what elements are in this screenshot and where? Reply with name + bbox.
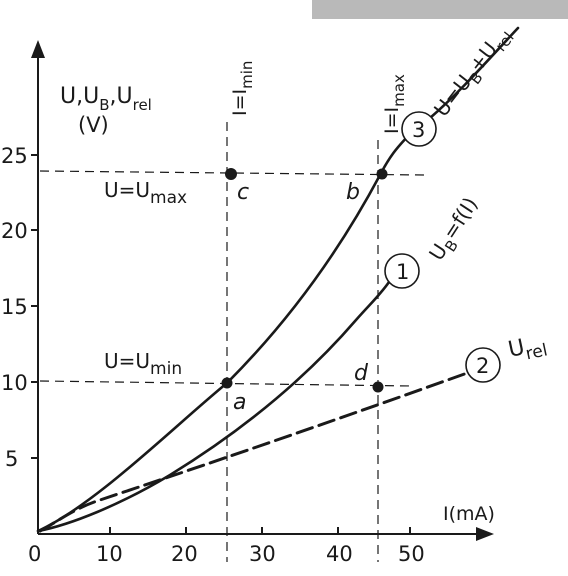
y-tick-label-20: 20 [1,219,28,243]
header-bar [312,0,568,19]
point-c-label: c [237,180,249,205]
x-axis-arrow [476,527,494,541]
x-tick-label-20: 20 [171,542,198,566]
point-a-label: a [233,390,246,415]
curve-3-total [36,134,410,533]
umax-label: U=Umax [104,178,187,208]
x-tick-label-10: 10 [96,542,123,566]
y-axis-unit: (V) [78,113,109,137]
y-tick-label-25: 25 [1,144,28,168]
imax-label: I=Imax [381,74,408,134]
x-tick-label-0: 0 [28,542,41,566]
point-d [372,381,384,393]
curve-2-badge [465,347,501,383]
curve-3-number: 3 [412,118,425,142]
umax-guide-line [39,170,425,176]
y-tick-label-5: 5 [5,447,18,471]
curve-3-badge [401,111,437,147]
curve-2-number: 2 [476,354,489,378]
curve-1-number: 1 [396,260,409,284]
x-axis-title: I(mA) [443,503,495,525]
curve-3-label: U=UB+Urel [429,22,518,124]
umin-label: U=Umin [104,349,182,379]
curve-1-label: UB=f(I) [424,193,487,268]
x-tick-label-50: 50 [398,542,425,566]
imin-label: I=Imin [229,61,256,116]
point-d-label: d [354,361,369,386]
point-b-label: b [346,180,360,205]
curve-1-badge [384,253,420,289]
y-ticks [31,154,38,459]
y-tick-label-10: 10 [1,371,28,395]
curve-2-urel [38,370,472,533]
y-axis-arrow [31,40,45,58]
point-b [376,168,388,180]
x-tick-label-30: 30 [249,542,276,566]
x-tick-label-40: 40 [326,542,353,566]
point-c [225,168,237,180]
y-tick-label-15: 15 [1,295,28,319]
curve-2-label: Urel [506,331,549,368]
y-axis-title: U,UB,Urel [60,84,152,114]
curve-3-extension [428,26,520,120]
point-a [221,377,233,389]
curve-1-ub [36,280,391,533]
x-ticks [109,527,411,534]
